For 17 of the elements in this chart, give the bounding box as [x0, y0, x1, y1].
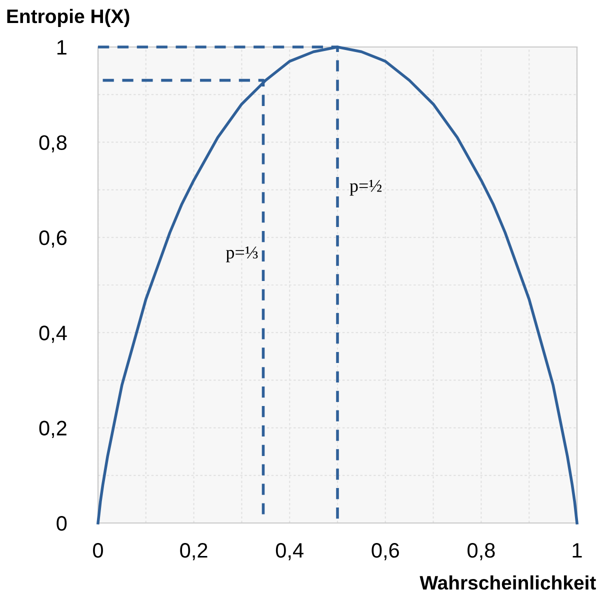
x-tick-label: 0,2: [180, 542, 208, 560]
x-tick-label: 1: [572, 543, 582, 558]
y-tick-label: 0,4: [39, 326, 67, 343]
y-axis-title: Entropie H(X): [7, 8, 130, 28]
x-axis-title: Wahrscheinlichkeit: [420, 575, 596, 590]
x-tick-label: 0,6: [372, 542, 399, 560]
x-tick-label: 0,8: [468, 542, 495, 560]
y-tick-label: 0,8: [39, 135, 67, 152]
y-tick-label: 1: [57, 40, 66, 55]
y-tick-label: 0,6: [39, 230, 67, 248]
x-tick-label: 0,4: [276, 542, 304, 560]
line-series: [96, 46, 578, 524]
x-tick-label: 0: [93, 542, 103, 558]
annotation: p=½: [350, 180, 382, 196]
y-tick-label: 0: [56, 516, 67, 531]
y-tick-label: 0,2: [39, 420, 66, 438]
annotation: p=⅓: [226, 246, 258, 262]
